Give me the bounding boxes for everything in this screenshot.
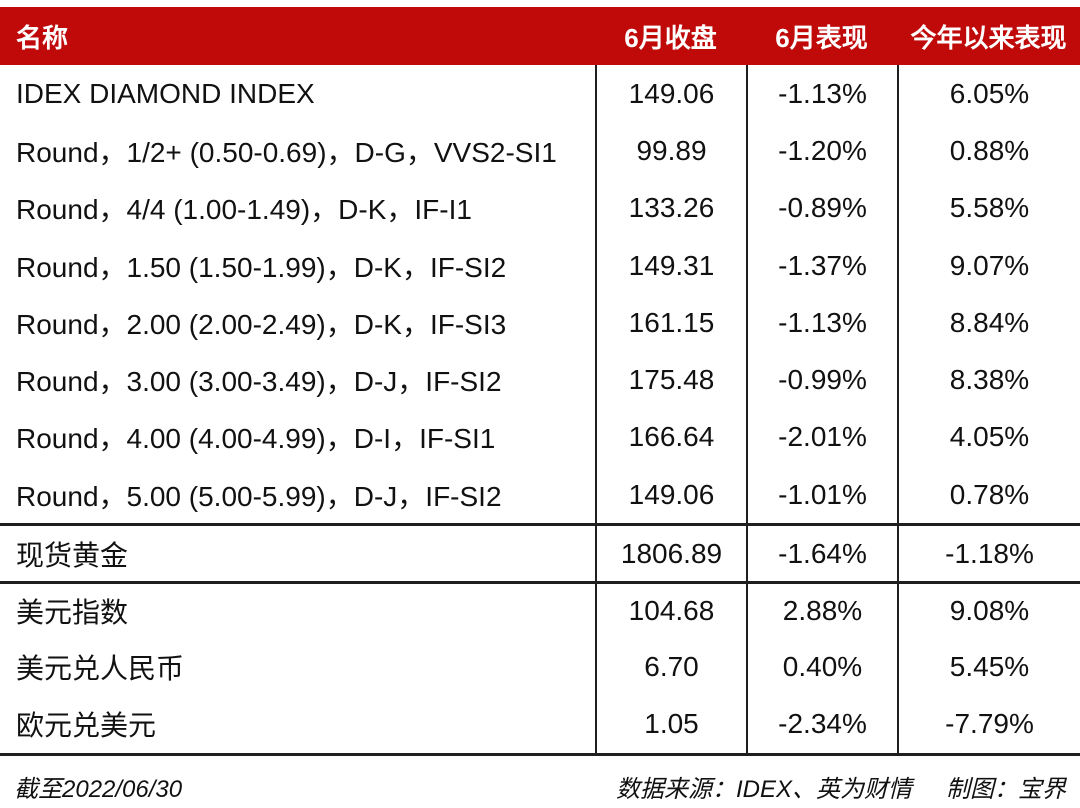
row-june-perf-cell: -1.64% — [746, 526, 897, 581]
row-name-cell: Round，5.00 (5.00-5.99)，D-J，IF-SI2 — [16, 480, 502, 512]
row-name-cell: Round，4/4 (1.00-1.49)，D-K，IF-I1 — [16, 194, 472, 226]
table-row: Round，2.00 (2.00-2.49)，D-K，IF-SI3 161.15… — [0, 294, 1080, 352]
footer-data-source: 数据来源：IDEX、英为财情 — [615, 775, 912, 803]
row-name-cell: Round，4.00 (4.00-4.99)，D-I，IF-SI1 — [16, 423, 496, 455]
row-ytd-perf-cell: 8.84% — [897, 294, 1080, 352]
row-close-cell: 1806.89 — [595, 526, 746, 581]
row-june-perf-cell: 0.40% — [746, 637, 897, 696]
row-name-cell: Round，2.00 (2.00-2.49)，D-K，IF-SI3 — [16, 308, 507, 340]
row-name-cell: 美元兑人民币 — [16, 652, 185, 684]
row-ytd-perf-cell: 0.78% — [897, 466, 1080, 524]
row-name-cell: 美元指数 — [16, 596, 129, 628]
table-row: Round，5.00 (5.00-5.99)，D-J，IF-SI2 149.06… — [0, 466, 1080, 524]
table-row: 现货黄金 1806.89 -1.64% -1.18% — [0, 523, 1080, 581]
table-row: Round，3.00 (3.00-3.49)，D-J，IF-SI2 175.48… — [0, 351, 1080, 409]
row-ytd-perf-cell: 5.45% — [897, 637, 1080, 696]
row-june-perf-cell: -1.13% — [746, 65, 897, 123]
row-ytd-perf-cell: -7.79% — [897, 695, 1080, 753]
row-ytd-perf-cell: -1.18% — [897, 526, 1080, 581]
row-ytd-perf-cell: 6.05% — [897, 65, 1080, 123]
row-close-cell: 161.15 — [595, 294, 746, 352]
row-june-perf-cell: -1.13% — [746, 294, 897, 352]
footer-as-of-date: 截至2022/06/30 — [14, 775, 183, 803]
row-name-cell: Round，1/2+ (0.50-0.69)，D-G，VVS2-SI1 — [16, 136, 557, 168]
table-row: IDEX DIAMOND INDEX 149.06 -1.13% 6.05% — [0, 65, 1080, 123]
table-row: Round，4/4 (1.00-1.49)，D-K，IF-I1 133.26 -… — [0, 179, 1080, 237]
row-close-cell: 6.70 — [595, 637, 746, 696]
row-june-perf-cell: -2.34% — [746, 695, 897, 753]
row-ytd-perf-cell: 8.38% — [897, 351, 1080, 409]
table-row: Round，1/2+ (0.50-0.69)，D-G，VVS2-SI1 99.8… — [0, 122, 1080, 180]
footer-credit: 制图：宝界 — [946, 775, 1066, 803]
row-close-cell: 149.31 — [595, 236, 746, 295]
table-row: Round，1.50 (1.50-1.99)，D-K，IF-SI2 149.31… — [0, 236, 1080, 295]
row-ytd-perf-cell: 0.88% — [897, 122, 1080, 180]
row-close-cell: 175.48 — [595, 351, 746, 409]
column-header-close: 6月收盘 — [624, 22, 717, 53]
table-body: IDEX DIAMOND INDEX 149.06 -1.13% 6.05% R… — [0, 65, 1080, 756]
column-header-june-perf: 6月表现 — [775, 22, 868, 53]
row-close-cell: 1.05 — [595, 695, 746, 753]
row-name-cell: Round，3.00 (3.00-3.49)，D-J，IF-SI2 — [16, 366, 502, 398]
row-june-perf-cell: -0.99% — [746, 351, 897, 409]
table-row: 美元兑人民币 6.70 0.40% 5.45% — [0, 637, 1080, 696]
row-june-perf-cell: -1.20% — [746, 122, 897, 180]
row-name-cell: Round，1.50 (1.50-1.99)，D-K，IF-SI2 — [16, 251, 507, 283]
table-row: 美元指数 104.68 2.88% 9.08% — [0, 580, 1080, 638]
row-close-cell: 149.06 — [595, 466, 746, 524]
row-june-perf-cell: 2.88% — [746, 583, 897, 638]
row-name-cell: IDEX DIAMOND INDEX — [16, 77, 315, 109]
row-close-cell: 133.26 — [595, 179, 746, 237]
row-close-cell: 166.64 — [595, 408, 746, 467]
row-close-cell: 104.68 — [595, 583, 746, 638]
table-header-row: 名称 6月收盘 6月表现 今年以来表现 — [0, 7, 1080, 65]
row-june-perf-cell: -0.89% — [746, 179, 897, 237]
table-row: Round，4.00 (4.00-4.99)，D-I，IF-SI1 166.64… — [0, 408, 1080, 467]
row-june-perf-cell: -1.37% — [746, 236, 897, 295]
row-june-perf-cell: -2.01% — [746, 408, 897, 467]
column-header-name: 名称 — [16, 22, 69, 53]
row-name-cell: 现货黄金 — [16, 539, 129, 571]
table-row: 欧元兑美元 1.05 -2.34% -7.79% — [0, 695, 1080, 753]
row-close-cell: 99.89 — [595, 122, 746, 180]
column-header-ytd-perf: 今年以来表现 — [910, 22, 1067, 53]
row-name-cell: 欧元兑美元 — [16, 709, 157, 741]
row-ytd-perf-cell: 9.07% — [897, 236, 1080, 295]
row-ytd-perf-cell: 9.08% — [897, 583, 1080, 638]
row-june-perf-cell: -1.01% — [746, 466, 897, 524]
table-footer: 截至2022/06/30 数据来源：IDEX、英为财情 制图：宝界 — [0, 756, 1080, 804]
row-close-cell: 149.06 — [595, 65, 746, 123]
row-ytd-perf-cell: 5.58% — [897, 179, 1080, 237]
row-ytd-perf-cell: 4.05% — [897, 408, 1080, 467]
